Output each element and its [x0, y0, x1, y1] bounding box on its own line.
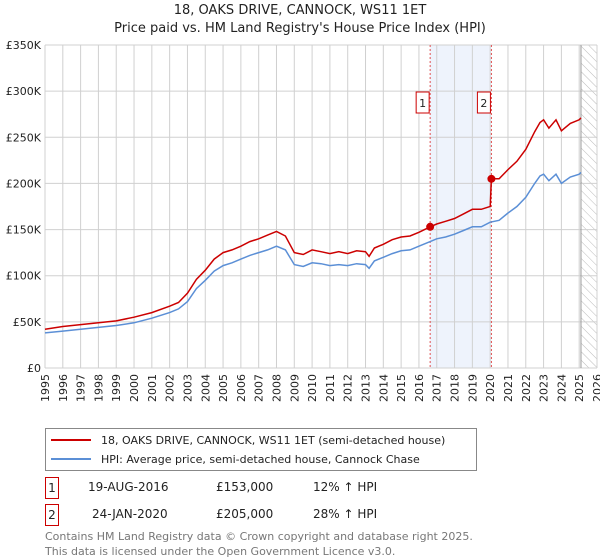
sale-badge-label: 1 [419, 97, 426, 110]
property-line [44, 117, 582, 330]
chart-plot: 1995 1996 1997 1998 1999 2000 2001 2002 2003 2004… [6, 39, 600, 402]
transaction-date: 19-AUG-2016 [88, 480, 169, 494]
x-tick-label: 2004 [199, 374, 212, 402]
sale-point [426, 222, 435, 231]
x-tick-label: 1999 [110, 374, 123, 402]
x-tick-label: 2013 [360, 374, 373, 402]
y-tick-label: £50K [13, 316, 42, 329]
x-tick-label: 2021 [502, 374, 515, 402]
chart-subtitle: Price paid vs. HM Land Registry's House … [114, 21, 486, 36]
x-tick-label: 1998 [92, 374, 105, 402]
x-tick-label: 2005 [217, 374, 230, 402]
x-tick-label: 2016 [413, 374, 426, 402]
legend-swatch-hpi [51, 458, 91, 460]
legend-label-property: 18, OAKS DRIVE, CANNOCK, WS11 1ET (semi-… [101, 433, 446, 447]
x-tick-label: 1995 [39, 374, 52, 402]
x-tick-label: 2006 [235, 374, 248, 402]
y-tick-label: £200K [6, 177, 42, 190]
transaction-delta: 28% ↑ HPI [313, 507, 378, 521]
x-tick-label: 2012 [342, 374, 355, 402]
y-tick-label: £150K [6, 224, 42, 237]
x-tick-label: 2000 [128, 374, 141, 402]
x-tick-label: 2022 [520, 374, 533, 402]
x-tick-label: 2008 [270, 374, 283, 402]
transaction-badge: 2 [45, 504, 59, 526]
transaction-price: £205,000 [216, 507, 274, 521]
x-tick-label: 2025 [573, 374, 586, 402]
y-tick-label: £300K [6, 85, 42, 98]
sale-badge-label: 2 [480, 97, 487, 110]
sale-point [487, 174, 496, 183]
legend: 18, OAKS DRIVE, CANNOCK, WS11 1ET (semi-… [45, 428, 477, 471]
x-tick-label: 1996 [57, 374, 70, 402]
transaction-badge: 1 [45, 477, 59, 499]
footer-licence: This data is licensed under the Open Gov… [45, 545, 396, 558]
transaction-price: £153,000 [216, 480, 274, 494]
x-tick-label: 2015 [395, 374, 408, 402]
transaction-delta: 12% ↑ HPI [313, 480, 378, 494]
x-tick-label: 2020 [484, 374, 497, 402]
plot-background [45, 45, 597, 368]
x-tick-label: 2009 [288, 374, 301, 402]
legend-swatch-property [51, 439, 91, 441]
x-tick-label: 2023 [538, 374, 551, 402]
sale-badge [476, 91, 491, 114]
hpi-line [44, 171, 582, 334]
y-tick-label: £0 [27, 362, 41, 375]
y-tick-label: £100K [6, 270, 42, 283]
x-tick-label: 2019 [466, 374, 479, 402]
x-tick-label: 2010 [306, 374, 319, 402]
legend-item-property: 18, OAKS DRIVE, CANNOCK, WS11 1ET (semi-… [46, 431, 445, 449]
x-tick-label: 2017 [431, 374, 444, 402]
x-tick-label: 2014 [377, 374, 390, 402]
x-tick-label: 2018 [449, 374, 462, 402]
x-tick-label: 2002 [164, 374, 177, 402]
forecast-hatch [580, 45, 597, 368]
x-tick-label: 2026 [591, 374, 600, 402]
sale-badge [415, 91, 430, 114]
legend-item-hpi: HPI: Average price, semi-detached house,… [46, 450, 420, 468]
footer-copyright: Contains HM Land Registry data © Crown c… [45, 530, 473, 543]
x-tick-label: 1997 [75, 374, 88, 402]
x-tick-label: 2007 [253, 374, 266, 402]
transaction-date: 24-JAN-2020 [92, 507, 168, 521]
x-tick-label: 2024 [555, 374, 568, 402]
y-tick-label: £250K [6, 131, 42, 144]
x-tick-label: 2001 [146, 374, 159, 402]
chart-title: 18, OAKS DRIVE, CANNOCK, WS11 1ET [173, 3, 427, 18]
y-tick-label: £350K [6, 39, 42, 52]
x-tick-label: 2003 [181, 374, 194, 402]
x-tick-label: 2011 [324, 374, 337, 402]
legend-label-hpi: HPI: Average price, semi-detached house,… [101, 452, 420, 466]
